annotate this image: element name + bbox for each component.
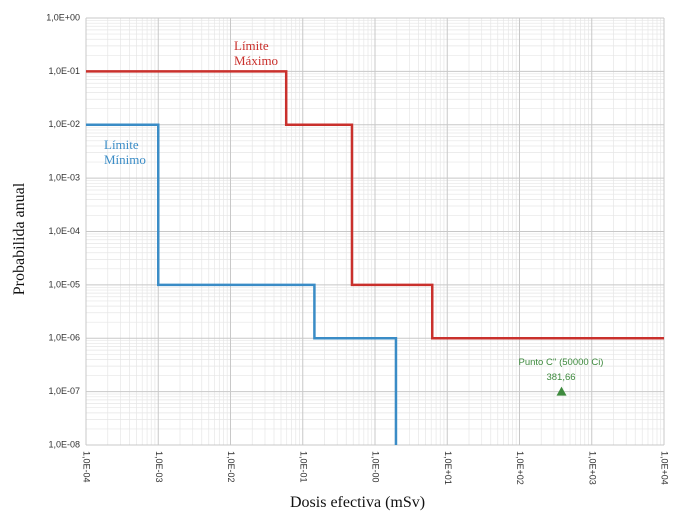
y-tick-label: 1,0E-03	[48, 173, 80, 183]
x-tick-label: 1,0E-02	[226, 451, 236, 483]
series-label: Límite Máximo	[234, 38, 279, 68]
y-tick-label: 1,0E+00	[46, 12, 80, 22]
point-value-label: 381,66	[546, 372, 576, 383]
y-tick-label: 1,0E-01	[48, 66, 80, 76]
y-tick-label: 1,0E-04	[48, 226, 80, 236]
x-tick-label: 1,0E-03	[154, 451, 164, 483]
point-marker	[556, 386, 567, 396]
x-tick-label: 1,0E+03	[587, 451, 597, 485]
y-tick-label: 1,0E-08	[48, 439, 80, 449]
x-tick-label: 1,0E+04	[660, 451, 670, 485]
y-tick-label: 1,0E-06	[48, 333, 80, 343]
x-axis-label: Dosis efectiva (mSv)	[290, 494, 426, 511]
y-tick-label: 1,0E-02	[48, 119, 80, 129]
y-tick-label: 1,0E-05	[48, 279, 80, 289]
x-tick-label: 1,0E-04	[82, 451, 92, 483]
x-tick-label: 1,0E+01	[443, 451, 453, 485]
y-axis-label: Probabilida anual	[11, 182, 28, 296]
series-line	[86, 70, 664, 340]
x-tick-label: 1,0E-00	[371, 451, 381, 483]
y-tick-label: 1,0E-07	[48, 386, 80, 396]
x-tick-label: 1,0E-01	[298, 451, 308, 483]
point-name: Punto C'' (50000 Ci)	[518, 357, 604, 368]
series-label: Límite Mínimo	[104, 137, 146, 167]
x-tick-label: 1,0E+02	[515, 451, 525, 485]
series-line	[86, 123, 398, 445]
